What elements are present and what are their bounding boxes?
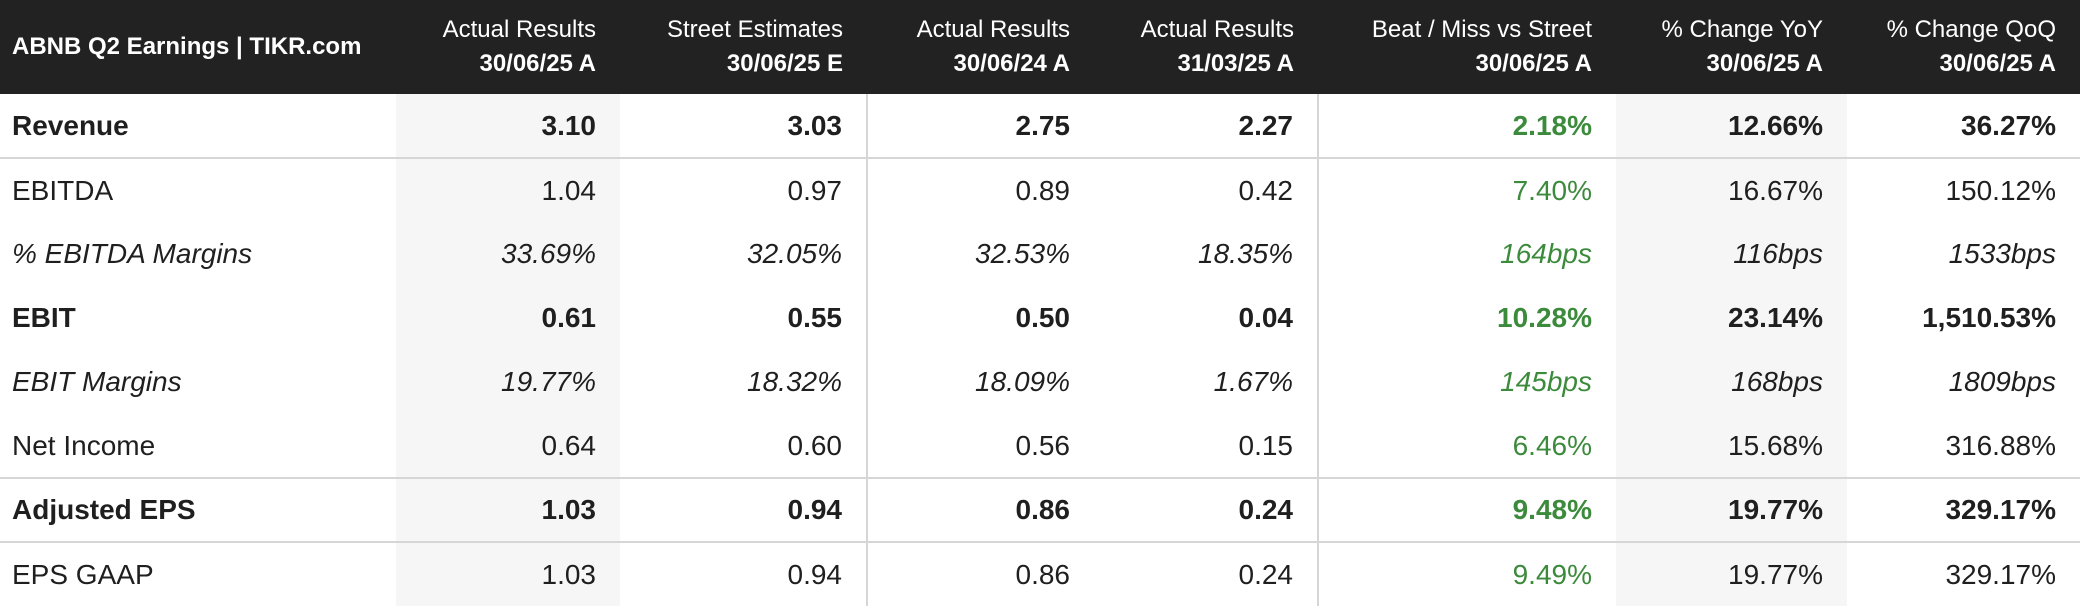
cell-actual-q2-25: 1.03 (396, 478, 620, 543)
cell-beat-miss: 145bps (1317, 350, 1616, 414)
row-ebit-margins: EBIT Margins 19.77% 18.32% 18.09% 1.67% … (0, 350, 2080, 414)
cell-street-estimate: 32.05% (747, 238, 842, 269)
cell-beat-miss: 9.48% (1317, 478, 1616, 543)
row-label: Net Income (0, 414, 396, 479)
cell-beat-miss: 6.46% (1317, 414, 1616, 479)
cell-change-qoq: 1809bps (1948, 366, 2056, 397)
row-adjusted-eps: Adjusted EPS 1.03 0.94 0.86 0.24 9.48% 1… (0, 478, 2080, 543)
col-header-actual-q1-25: Actual Results 31/03/25 A (1140, 16, 1294, 77)
row-ebit: EBIT 0.61 0.55 0.50 0.04 10.28% 23.14% 1… (0, 286, 2080, 350)
cell-change-yoy: 168bps (1616, 350, 1847, 414)
cell-change-yoy: 19.77% (1616, 478, 1847, 543)
cell-change-yoy: 12.66% (1616, 94, 1847, 159)
cell-change-qoq: 329.17% (1847, 478, 2080, 543)
col-header-actual-q2-25: Actual Results 30/06/25 A (442, 16, 596, 77)
col-header-actual-q2-24: Actual Results 30/06/24 A (916, 16, 1070, 77)
cell-beat-miss: 164bps (1317, 222, 1616, 286)
cell-actual-q1-25: 0.42 (1238, 174, 1294, 206)
cell-actual-q2-25: 33.69% (396, 222, 620, 286)
row-label: Revenue (0, 94, 396, 159)
cell-change-qoq: 329.17% (1945, 558, 2056, 590)
col-header-beat-miss: Beat / Miss vs Street 30/06/25 A (1371, 16, 1592, 77)
cell-change-yoy: 16.67% (1616, 158, 1847, 222)
cell-actual-q2-25: 3.10 (396, 94, 620, 159)
col-header-street-estimates: Street Estimates 30/06/25 E (666, 16, 843, 77)
cell-actual-q1-25: 0.04 (1238, 302, 1294, 333)
cell-beat-miss: 7.40% (1317, 158, 1616, 222)
cell-actual-q2-24: 32.53% (866, 222, 1094, 286)
cell-street-estimate: 18.32% (747, 366, 842, 397)
cell-street-estimate: 0.94 (787, 558, 843, 590)
cell-actual-q1-25: 2.27 (1094, 94, 1318, 159)
cell-change-qoq: 36.27% (1847, 94, 2080, 159)
col-header-change-qoq: % Change QoQ 30/06/25 A (1886, 16, 2056, 77)
cell-actual-q2-24: 0.50 (866, 286, 1094, 350)
cell-beat-miss: 10.28% (1317, 286, 1616, 350)
cell-actual-q2-25: 1.03 (396, 542, 620, 606)
cell-actual-q1-25: 0.15 (1094, 414, 1318, 479)
row-label: EBIT (12, 302, 76, 333)
table-title: ABNB Q2 Earnings | TIKR.com (12, 33, 362, 60)
cell-change-yoy: 116bps (1616, 222, 1847, 286)
row-ebitda: EBITDA 1.04 0.97 0.89 0.42 7.40% 16.67% … (0, 158, 2080, 222)
cell-actual-q1-25: 18.35% (1198, 238, 1293, 269)
cell-actual-q2-25: 19.77% (396, 350, 620, 414)
row-ebitda-margins: % EBITDA Margins 33.69% 32.05% 32.53% 18… (0, 222, 2080, 286)
cell-change-yoy: 15.68% (1616, 414, 1847, 479)
cell-street-estimate: 0.97 (787, 174, 843, 206)
row-label: EBITDA (12, 174, 114, 206)
row-label: % EBITDA Margins (12, 238, 253, 269)
cell-beat-miss: 9.49% (1317, 542, 1616, 606)
cell-beat-miss: 2.18% (1317, 94, 1616, 159)
cell-actual-q2-24: 0.86 (866, 542, 1094, 606)
cell-street-estimate: 0.55 (787, 302, 843, 333)
cell-actual-q2-25: 0.61 (396, 286, 620, 350)
cell-change-qoq: 1,510.53% (1922, 302, 2056, 333)
cell-actual-q1-25: 1.67% (1213, 366, 1293, 397)
row-net-income: Net Income 0.64 0.60 0.56 0.15 6.46% 15.… (0, 414, 2080, 479)
cell-actual-q2-25: 0.64 (396, 414, 620, 479)
cell-change-yoy: 19.77% (1616, 542, 1847, 606)
cell-change-qoq: 150.12% (1945, 174, 2056, 206)
cell-change-yoy: 23.14% (1616, 286, 1847, 350)
cell-actual-q2-24: 0.86 (866, 478, 1094, 543)
cell-actual-q2-25: 1.04 (396, 158, 620, 222)
cell-actual-q2-24: 2.75 (866, 94, 1094, 159)
cell-change-qoq: 316.88% (1847, 414, 2080, 479)
cell-street-estimate: 3.03 (620, 94, 867, 159)
cell-actual-q2-24: 18.09% (866, 350, 1094, 414)
cell-street-estimate: 0.94 (620, 478, 867, 543)
cell-change-qoq: 1533bps (1948, 238, 2056, 269)
cell-actual-q2-24: 0.89 (866, 158, 1094, 222)
cell-street-estimate: 0.60 (620, 414, 867, 479)
cell-actual-q1-25: 0.24 (1238, 558, 1294, 590)
row-label: EPS GAAP (12, 558, 154, 590)
cell-actual-q1-25: 0.24 (1094, 478, 1318, 543)
cell-actual-q2-24: 0.56 (866, 414, 1094, 479)
col-header-change-yoy: % Change YoY 30/06/25 A (1661, 16, 1823, 77)
row-label: Adjusted EPS (0, 478, 396, 543)
header-row: ABNB Q2 Earnings | TIKR.com Actual Resul… (0, 0, 2080, 94)
row-revenue: Revenue 3.10 3.03 2.75 2.27 2.18% 12.66%… (0, 94, 2080, 159)
row-label: EBIT Margins (12, 366, 182, 397)
row-eps-gaap: EPS GAAP 1.03 0.94 0.86 0.24 9.49% 19.77… (0, 542, 2080, 606)
